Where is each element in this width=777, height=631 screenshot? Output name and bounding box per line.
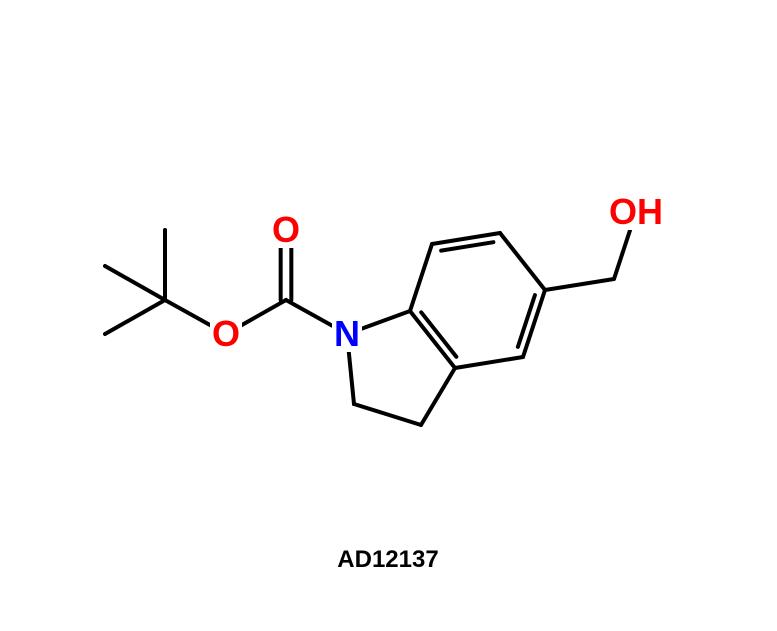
atom-o5: O [210, 316, 242, 352]
atom-o7: O [270, 212, 302, 248]
bond-svg [0, 0, 777, 631]
atom-n8: N [332, 316, 362, 352]
atom-o18: OH [607, 194, 665, 230]
molecule-canvas: O O N OH AD12137 [0, 0, 777, 631]
compound-id-label: AD12137 [337, 546, 438, 574]
